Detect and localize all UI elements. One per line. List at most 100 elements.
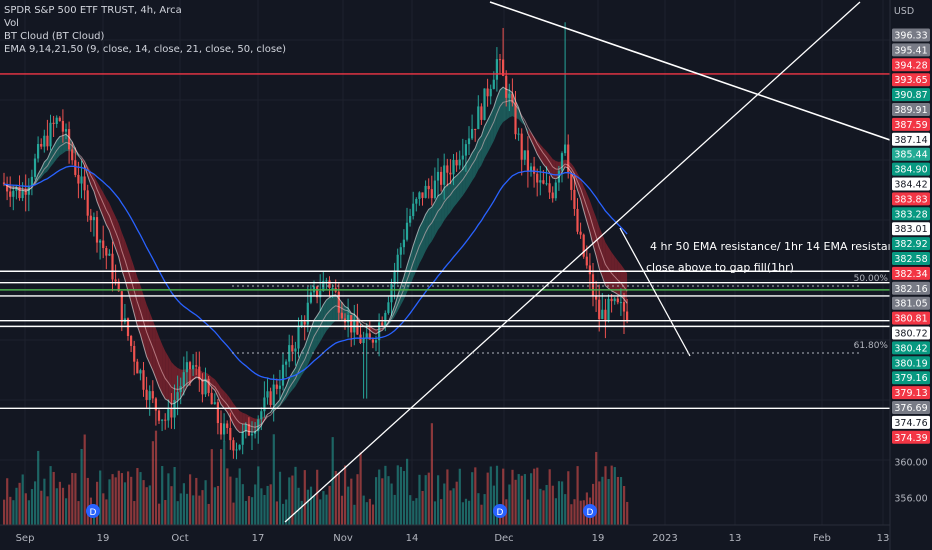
descending-trendline <box>489 1 891 141</box>
price-tag-bg <box>892 58 930 72</box>
volume-bar <box>229 476 232 525</box>
cloud-segment <box>304 337 308 371</box>
volume-bar <box>294 466 297 525</box>
volume-bar <box>455 481 458 525</box>
cloud-segment <box>453 175 457 208</box>
volume-bar <box>18 482 21 525</box>
price-tag-label: 383.28 <box>894 209 927 220</box>
candle-body <box>371 339 374 343</box>
price-tag-label: 380.81 <box>894 314 927 325</box>
symbol-title[interactable]: SPDR S&P 500 ETF TRUST, 4h, Arca <box>4 5 182 16</box>
candle-body <box>250 433 254 436</box>
volume-bar <box>368 498 371 525</box>
candle-body <box>213 402 216 405</box>
candle-body <box>604 309 607 322</box>
volume-bar <box>554 498 557 525</box>
candle-body <box>192 365 195 370</box>
volume-bar <box>613 467 616 525</box>
cloud-segment <box>47 151 51 172</box>
cloud-segment <box>53 140 57 164</box>
candle-body <box>145 389 148 400</box>
ema-indicator[interactable]: EMA 9,14,21,50 (9, close, 14, close, 21,… <box>4 44 287 55</box>
volume-bar <box>96 481 99 525</box>
price-tag-bg <box>892 207 930 221</box>
volume-bar <box>576 466 579 525</box>
volume-bar <box>350 478 353 525</box>
price-tag-bg <box>892 132 930 146</box>
cloud-segment <box>605 242 609 289</box>
cloud-segment <box>44 158 48 174</box>
cloud-segment <box>146 304 150 364</box>
volume-bar <box>489 466 492 525</box>
candle-body <box>387 302 390 313</box>
candle-body <box>257 419 260 432</box>
candle-body <box>443 165 446 185</box>
candle-body <box>607 298 610 322</box>
candle-body <box>520 133 523 160</box>
candle-body <box>458 159 461 166</box>
volume-bar <box>309 486 313 525</box>
candle-body <box>325 280 328 282</box>
price-tag-label: 387.59 <box>894 120 927 131</box>
price-axis[interactable]: USD 396.33 395.41 394.28 393.65 390.87 389.91 3… <box>889 0 932 550</box>
time-axis[interactable]: Sep 19 Oct 17 Nov 14 Dec 19 2023 13 Feb 13 <box>0 524 932 550</box>
ema-lines <box>3 86 628 433</box>
volume-bar <box>316 469 319 525</box>
cloud-segment <box>394 295 398 317</box>
volume-bar <box>446 469 449 525</box>
price-tag-bg <box>892 177 930 191</box>
volume-bar <box>536 467 539 525</box>
trend-lines[interactable] <box>284 1 891 523</box>
fib-levels: 50.00% 61.80% <box>232 274 888 354</box>
vol-indicator[interactable]: Vol <box>4 18 19 29</box>
dividend-marker <box>86 504 100 518</box>
candle-body <box>381 322 384 326</box>
price-tag-label: 387.14 <box>894 135 927 146</box>
candle-body <box>455 159 458 166</box>
volume-bar <box>579 500 582 525</box>
price-tag-bg <box>892 415 930 429</box>
candle-body <box>95 217 99 243</box>
cloud-segment <box>481 126 485 166</box>
volume-bar <box>173 466 176 525</box>
candle-body <box>105 248 108 256</box>
volume-bar <box>288 477 291 525</box>
volume-bar <box>359 452 362 525</box>
volume-bar <box>378 469 381 525</box>
cloud-indicator[interactable]: BT Cloud (BT Cloud) <box>4 31 105 42</box>
candle-body <box>188 362 192 370</box>
volume-bar <box>626 501 629 525</box>
candle-body <box>477 106 480 130</box>
volume-bar <box>185 493 189 525</box>
candle-body <box>244 423 247 432</box>
volume-bar <box>561 481 564 525</box>
ascending-trendline <box>284 1 861 523</box>
candle-body <box>37 143 40 159</box>
price-tag-bg <box>892 296 930 310</box>
time-tick-label: 2023 <box>652 533 677 544</box>
candle-body <box>368 333 371 340</box>
volume-bar <box>80 448 83 525</box>
cloud-segment <box>168 356 172 405</box>
volume-bar <box>523 474 526 525</box>
volume-bar <box>564 494 567 525</box>
volume-bar <box>619 477 623 525</box>
candle-body <box>309 292 312 303</box>
volume-bar <box>120 473 123 525</box>
volume-bar <box>117 470 120 525</box>
cloud-segment <box>490 107 494 147</box>
candle-body <box>545 183 548 185</box>
volume-bar <box>15 487 18 525</box>
candle-body <box>2 182 6 185</box>
horizontal-levels[interactable] <box>0 73 890 409</box>
volume-bar <box>452 488 455 525</box>
volume-bar <box>440 499 443 525</box>
volume-bar <box>52 471 55 525</box>
price-tag-bg <box>892 311 930 325</box>
candle-body <box>430 189 433 199</box>
volume-bar <box>409 495 412 525</box>
volume-bar <box>198 495 201 525</box>
time-tick-label: 13 <box>729 533 742 544</box>
